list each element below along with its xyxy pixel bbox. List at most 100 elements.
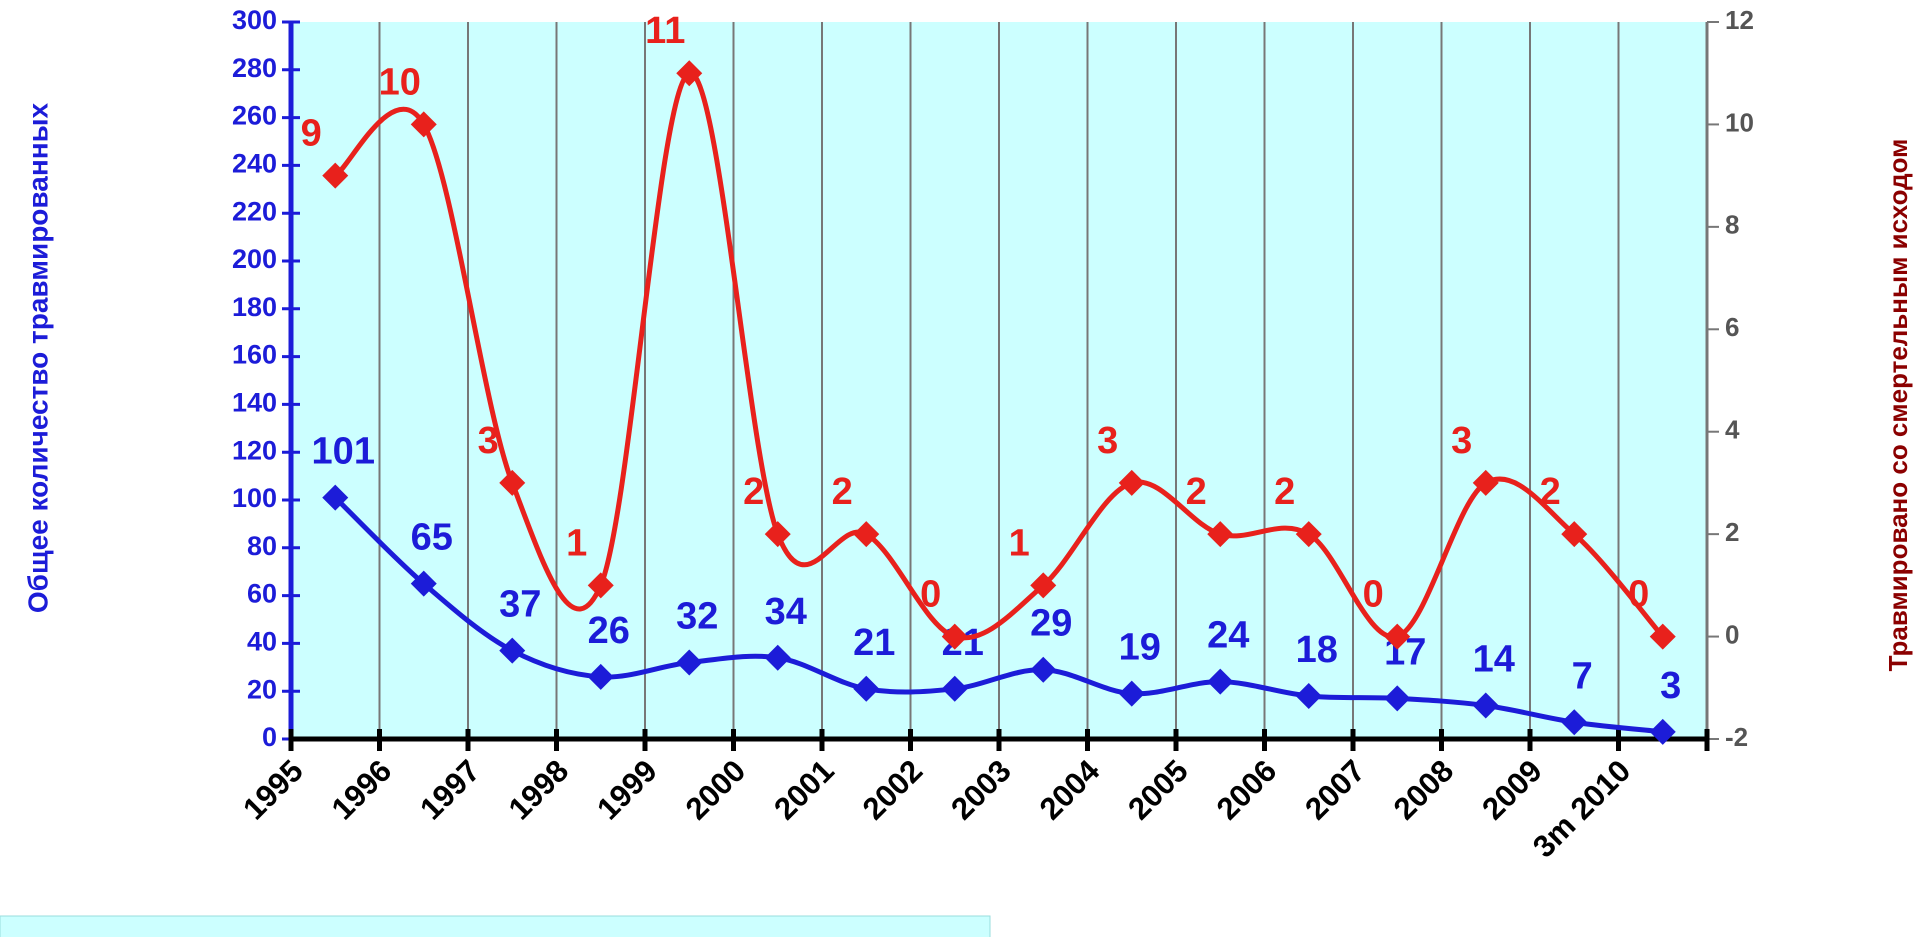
point-marker [1384,685,1411,712]
y-tick-label: 100 [232,483,277,513]
x-tick-label: 1997 [413,753,487,827]
point-marker [322,484,349,511]
data-label: 29 [1030,603,1072,645]
data-label: 37 [499,584,541,626]
series-line [333,70,1665,641]
point-marker [410,111,437,138]
point-marker [1207,668,1234,695]
point-marker [587,572,614,599]
data-label: 2 [832,471,853,513]
data-label: 2 [1540,471,1561,513]
point-marker [853,675,880,702]
x-tick-label: 3m 2010 [1526,753,1637,864]
point-marker [1030,572,1057,599]
x-tick-label: 2000 [679,753,753,827]
data-label: 7 [1572,655,1593,697]
x-tick-label: 2001 [767,753,841,827]
x-tick-label: 1996 [325,753,399,827]
y2-tick-label: 8 [1725,210,1739,240]
data-label: 18 [1296,629,1338,671]
y2-tick-label: 6 [1725,312,1739,342]
data-label: 26 [588,610,630,652]
x-tick-label: 2003 [944,753,1018,827]
y-tick-label: 140 [232,388,277,418]
y-tick-label: 240 [232,149,277,179]
point-marker [941,623,968,650]
point-marker [1561,709,1588,736]
y2-tick-label: 10 [1725,107,1754,137]
point-marker [676,60,703,87]
data-label: 0 [1363,574,1384,616]
x-tick-label: 2005 [1121,753,1195,827]
y-tick-label: 180 [232,292,277,322]
y2-tick-label: 12 [1725,5,1754,35]
point-marker [764,644,791,671]
point-marker [1472,469,1499,496]
point-marker [1295,682,1322,709]
point-marker [853,521,880,548]
point-marker [410,570,437,597]
legend-box [0,915,991,942]
data-label: 2 [1274,471,1295,513]
x-tick-label: 2004 [1033,752,1107,826]
data-label: 11 [645,10,685,52]
data-label: 24 [1207,615,1249,657]
data-label: 101 [312,431,375,473]
data-label: 9 [301,113,322,155]
y-tick-label: 0 [262,722,277,752]
y-tick-label: 80 [247,531,277,561]
data-label: 0 [1628,574,1649,616]
data-label: 65 [411,517,453,559]
y-tick-label: 60 [247,579,277,609]
data-label: 10 [379,61,421,103]
data-label: 0 [920,574,941,616]
point-marker [587,663,614,690]
point-marker [1649,623,1676,650]
y-tick-label: 20 [247,674,277,704]
point-marker [499,469,526,496]
point-marker [1561,521,1588,548]
data-label: 2 [1186,471,1207,513]
data-label: 14 [1473,639,1515,681]
x-tick-label: 2009 [1475,753,1549,827]
y-tick-label: 40 [247,627,277,657]
point-marker [1030,656,1057,683]
point-marker [1118,680,1145,707]
x-tick-label: 1998 [502,753,576,827]
y2-tick-label: 0 [1725,619,1739,649]
data-label: 3 [478,420,499,462]
y-tick-label: 260 [232,101,277,131]
y-axis-title: Общее количество травмированных [22,102,53,613]
point-marker [941,675,968,702]
x-tick-label: 2007 [1298,753,1372,827]
y2-axis-title: Травмировано со смертельным исходом [1883,139,1913,672]
data-label: 3 [1660,665,1681,707]
point-marker [676,649,703,676]
data-label: 1 [1009,522,1030,564]
point-marker [1649,718,1676,745]
point-marker [1295,521,1322,548]
point-marker [499,637,526,664]
point-marker [764,521,791,548]
x-tick-label: 1999 [590,753,664,827]
point-marker [1118,469,1145,496]
y-tick-label: 160 [232,340,277,370]
y2-tick-label: 4 [1725,415,1740,445]
y-tick-label: 200 [232,244,277,274]
point-marker [1384,623,1411,650]
y2-tick-label: -2 [1725,722,1748,752]
x-tick-label: 2002 [856,753,930,827]
data-label: 34 [765,591,807,633]
x-tick-label: 2008 [1387,753,1461,827]
y-tick-label: 220 [232,196,277,226]
y2-tick-label: 2 [1725,517,1739,547]
y-tick-label: 120 [232,435,277,465]
y-tick-label: 280 [232,53,277,83]
data-label: 1 [566,522,587,564]
data-label: 21 [942,622,984,664]
point-marker [1207,521,1234,548]
x-tick-label: 2006 [1210,753,1284,827]
data-label: 3 [1097,420,1118,462]
data-label: 32 [676,596,718,638]
